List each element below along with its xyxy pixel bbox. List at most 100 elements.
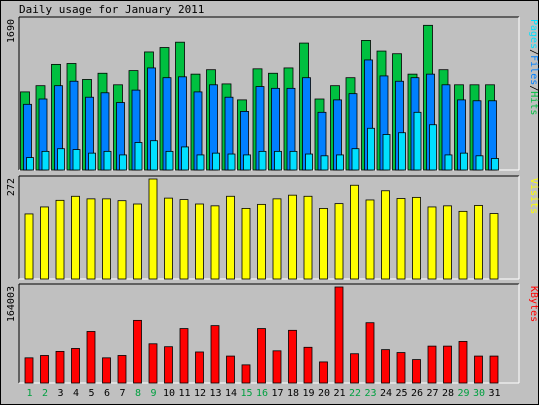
- pages-bar-day-21: [336, 154, 344, 171]
- visits-bar-day-7: [117, 200, 127, 280]
- visits-bar-day-30: [474, 205, 483, 280]
- legend-entry: Visits: [528, 178, 539, 214]
- visits-bar-day-13: [210, 205, 220, 280]
- pages-bar-day-28: [444, 154, 453, 171]
- x-label-day-21: 21: [333, 388, 345, 399]
- kbytes-bar-day-4: [71, 348, 80, 384]
- pages-bar-day-16: [258, 150, 267, 171]
- visits-bar-day-3: [55, 199, 65, 280]
- pages-bar-day-4: [72, 149, 81, 171]
- x-label-day-29: 29: [457, 388, 469, 399]
- visits-bar-day-15: [241, 208, 251, 280]
- visits-bar-day-5: [86, 198, 96, 280]
- kbytes-bar-day-26: [412, 359, 421, 384]
- visits-bar-day-12: [195, 203, 204, 280]
- x-label-day-24: 24: [380, 388, 392, 399]
- pages-bar-day-1: [26, 157, 34, 171]
- visits-bar-day-1: [24, 213, 34, 280]
- x-label-day-1: 1: [26, 388, 32, 399]
- x-label-day-20: 20: [318, 388, 330, 399]
- pages-bar-day-9: [150, 140, 158, 171]
- visits-bar-day-19: [303, 195, 313, 280]
- kbytes-bar-day-3: [55, 350, 65, 384]
- kbytes-bar-day-5: [86, 331, 96, 384]
- visits-bar-day-25: [396, 198, 406, 280]
- kbytes-bar-day-8: [133, 319, 142, 384]
- x-label-day-26: 26: [411, 388, 423, 399]
- pages-bar-day-10: [165, 150, 174, 171]
- visits-bar-day-10: [164, 197, 173, 280]
- x-label-day-8: 8: [135, 388, 141, 399]
- panel-3-legend: KBytes: [528, 286, 539, 322]
- visits-bar-day-18: [288, 194, 297, 280]
- pages-bar-day-20: [320, 155, 329, 171]
- panel-1-legend: Pages/Files/Hits: [528, 19, 539, 115]
- pages-bar-day-15: [243, 154, 251, 171]
- visits-bar-day-20: [319, 208, 328, 280]
- kbytes-bar-day-25: [396, 352, 406, 384]
- kbytes-bar-day-10: [164, 346, 173, 384]
- pages-bar-day-2: [41, 150, 50, 171]
- kbytes-bar-day-16: [257, 328, 266, 384]
- x-label-day-31: 31: [488, 388, 500, 399]
- visits-bar-day-31: [489, 213, 499, 280]
- x-label-day-15: 15: [240, 388, 252, 399]
- x-label-day-28: 28: [442, 388, 454, 399]
- visits-bar-day-11: [179, 199, 189, 280]
- visits-bar-day-26: [412, 196, 421, 280]
- pages-bar-day-24: [382, 134, 391, 171]
- visits-bar-day-8: [133, 203, 142, 280]
- kbytes-bar-day-23: [365, 322, 375, 384]
- x-label-day-22: 22: [349, 388, 361, 399]
- visits-bar-day-9: [148, 178, 158, 280]
- pages-bar-day-31: [491, 158, 499, 171]
- x-label-day-12: 12: [194, 388, 206, 399]
- kbytes-bar-day-11: [179, 328, 189, 384]
- x-label-day-14: 14: [225, 388, 237, 399]
- x-label-day-30: 30: [473, 388, 485, 399]
- pages-bar-day-22: [351, 148, 360, 171]
- kbytes-bar-day-22: [350, 353, 359, 384]
- legend-entry: /: [528, 85, 539, 91]
- pages-bar-day-13: [212, 152, 220, 171]
- pages-bar-day-29: [460, 152, 468, 171]
- x-label-day-19: 19: [302, 388, 314, 399]
- x-label-day-25: 25: [395, 388, 407, 399]
- kbytes-bar-day-30: [474, 355, 483, 384]
- pages-bar-day-12: [196, 154, 205, 171]
- x-label-day-3: 3: [57, 388, 63, 399]
- x-label-day-7: 7: [119, 388, 125, 399]
- kbytes-bar-day-28: [443, 345, 452, 384]
- kbytes-bar-day-1: [24, 357, 34, 384]
- pages-bar-day-25: [398, 132, 406, 171]
- kbytes-bar-day-19: [303, 346, 313, 384]
- pages-bar-day-23: [367, 127, 375, 171]
- kbytes-bar-day-9: [148, 343, 158, 384]
- kbytes-bar-day-7: [117, 355, 127, 384]
- pages-bar-day-11: [181, 146, 189, 171]
- kbytes-bar-day-6: [102, 357, 111, 384]
- kbytes-bar-day-14: [226, 355, 235, 384]
- kbytes-bar-day-17: [272, 350, 282, 384]
- x-label-day-23: 23: [364, 388, 376, 399]
- chart-title: Daily usage for January 2011: [19, 3, 205, 16]
- pages-bar-day-8: [134, 142, 143, 171]
- pages-bar-day-7: [119, 154, 127, 171]
- x-label-day-10: 10: [163, 388, 175, 399]
- pages-bar-day-5: [88, 152, 96, 171]
- pages-bar-day-26: [413, 111, 422, 171]
- x-label-day-2: 2: [42, 388, 48, 399]
- kbytes-bar-day-12: [195, 351, 204, 384]
- pages-bar-day-18: [289, 150, 298, 171]
- visits-bar-day-2: [40, 206, 49, 280]
- kbytes-bar-day-29: [458, 341, 468, 384]
- pages-bar-day-19: [305, 153, 313, 171]
- kbytes-bar-day-15: [241, 364, 251, 384]
- visits-bar-day-16: [257, 203, 266, 280]
- kbytes-bar-day-2: [40, 355, 49, 384]
- visits-bar-day-21: [334, 203, 344, 280]
- visits-bar-day-17: [272, 198, 282, 280]
- x-label-day-16: 16: [256, 388, 268, 399]
- legend-entry: /: [528, 49, 539, 55]
